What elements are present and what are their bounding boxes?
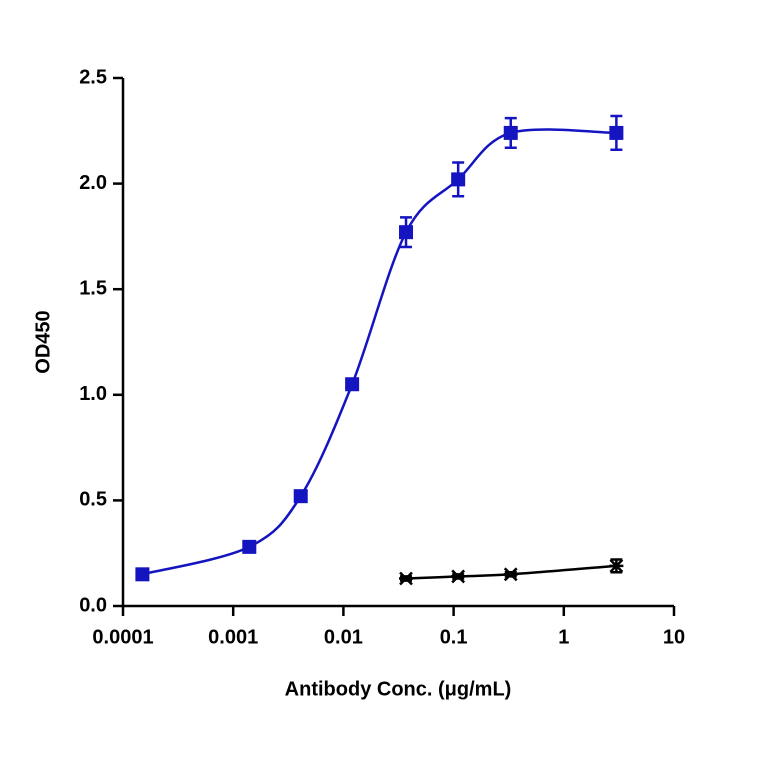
marker [503,125,518,140]
x-tick-label: 0.01 [324,626,363,648]
x-axis-label: Antibody Conc. (μg/mL) [285,678,512,700]
y-tick-label: 0.5 [79,489,107,511]
marker [135,567,150,582]
marker [399,225,414,240]
y-tick-label: 0.0 [79,594,107,616]
x-tick-label: 10 [663,626,685,648]
marker [293,489,308,504]
marker [451,172,466,187]
x-tick-label: 1 [558,626,569,648]
marker [242,539,257,554]
y-tick-label: 2.5 [79,66,107,88]
y-tick-label: 2.0 [79,172,107,194]
fit-line [405,564,617,580]
marker [609,558,624,573]
marker [451,569,466,584]
marker [399,571,414,586]
fit-line [142,128,617,576]
marker [609,125,624,140]
x-tick-label: 0.001 [208,626,258,648]
x-tick-label: 0.1 [440,626,468,648]
y-tick-label: 1.5 [79,277,107,299]
marker [345,377,360,392]
y-axis-label: OD450 [32,310,54,373]
marker [503,567,518,582]
y-tick-label: 1.0 [79,383,107,405]
x-tick-label: 0.0001 [92,626,153,648]
